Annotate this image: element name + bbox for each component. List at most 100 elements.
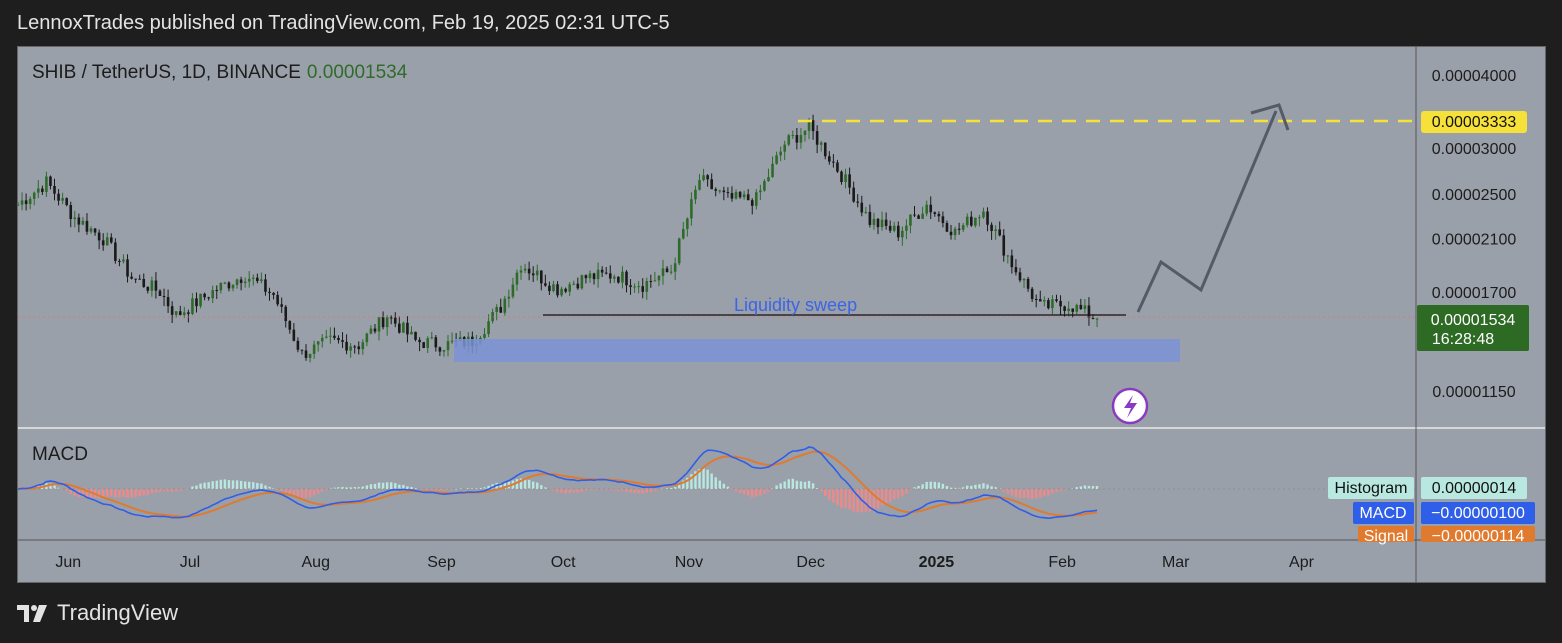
macd-histogram-bar bbox=[170, 489, 174, 492]
candle-body bbox=[540, 270, 543, 284]
candle-body bbox=[527, 268, 531, 274]
chart-area[interactable]: Liquidity sweep 0.00004000 0.00003000 0.00… bbox=[17, 46, 1546, 583]
macd-histogram-bar bbox=[231, 480, 235, 489]
macd-histogram-bar bbox=[763, 489, 766, 494]
candle-body bbox=[621, 271, 624, 283]
candle-body bbox=[925, 204, 928, 214]
macd-histogram-bar bbox=[483, 487, 486, 489]
macd-histogram-bar bbox=[901, 489, 904, 497]
macd-histogram-bar bbox=[613, 489, 616, 491]
candle-body bbox=[848, 174, 851, 188]
macd-histogram-bar bbox=[897, 489, 900, 499]
time-axis-tick-3: Sep bbox=[427, 554, 456, 571]
macd-histogram-bar bbox=[361, 486, 365, 489]
candle-body bbox=[544, 283, 547, 286]
candle-body bbox=[406, 322, 409, 335]
candle-body bbox=[1095, 318, 1099, 320]
candle-body bbox=[118, 260, 121, 262]
symbol-last-price: 0.00001534 bbox=[306, 62, 408, 83]
candle-body bbox=[795, 135, 799, 143]
candle-body bbox=[673, 263, 677, 272]
macd-histogram-bar bbox=[442, 489, 446, 491]
macd-histogram-bar bbox=[292, 489, 296, 497]
candle-body bbox=[329, 335, 332, 337]
candle-body bbox=[325, 336, 328, 338]
macd-legend-histogram: Histogram 0.00000014 bbox=[1328, 477, 1527, 499]
footer: TradingView bbox=[17, 600, 178, 626]
candle-body bbox=[763, 181, 766, 191]
macd-histogram-bar bbox=[556, 489, 559, 493]
candle-body bbox=[251, 277, 255, 279]
chart-canvas[interactable]: Liquidity sweep 0.000040000.000030000.00… bbox=[18, 47, 1546, 583]
macd-histogram-bar bbox=[799, 481, 803, 489]
macd-histogram-bar bbox=[57, 487, 60, 489]
target-price-tag: 0.00003333 bbox=[1421, 111, 1527, 133]
candle-body bbox=[357, 346, 361, 350]
macd-histogram-bar bbox=[710, 473, 713, 489]
candle-body bbox=[929, 204, 933, 213]
macd-histogram-bar bbox=[422, 489, 425, 491]
macd-histogram-bar bbox=[1002, 489, 1005, 492]
candle-body bbox=[178, 311, 182, 315]
candle-body bbox=[434, 337, 438, 348]
candle-body bbox=[187, 312, 190, 314]
candle-body bbox=[203, 293, 206, 298]
macd-histogram-bar bbox=[1075, 487, 1078, 489]
countdown-timer: 16:28:48 bbox=[1432, 331, 1494, 348]
candle-body bbox=[823, 142, 827, 157]
candle-body bbox=[560, 288, 563, 296]
candle-body bbox=[393, 317, 397, 324]
candle-body bbox=[957, 228, 961, 230]
macd-histogram-bar bbox=[146, 489, 150, 496]
symbol-title[interactable]: SHIB / TetherUS, 1D, BINANCE 0.00001534 bbox=[32, 62, 407, 84]
candle-body bbox=[799, 135, 803, 143]
candle-body bbox=[207, 297, 210, 299]
candle-body bbox=[1038, 299, 1042, 302]
candle-body bbox=[584, 275, 588, 279]
candle-body bbox=[458, 337, 462, 341]
candle-body bbox=[844, 174, 847, 183]
macd-histogram-bar bbox=[207, 482, 210, 489]
candle-body bbox=[633, 286, 636, 288]
candle-body bbox=[811, 120, 815, 132]
macd-histogram-bar bbox=[1091, 486, 1095, 489]
macd-histogram-bar bbox=[276, 489, 279, 490]
macd-histogram-bar bbox=[726, 486, 730, 489]
candle-body bbox=[1006, 255, 1010, 257]
candle-body bbox=[901, 230, 904, 238]
macd-histogram-bar bbox=[974, 484, 977, 489]
candle-body bbox=[990, 224, 993, 231]
candle-body bbox=[828, 156, 831, 162]
macd-indicator-title[interactable]: MACD bbox=[32, 444, 88, 465]
candle-body bbox=[247, 278, 251, 282]
macd-histogram-bar bbox=[106, 489, 109, 497]
macd-histogram-bar bbox=[637, 489, 640, 493]
macd-histogram-bar bbox=[576, 489, 580, 493]
macd-histogram-bar bbox=[325, 489, 328, 490]
candle-body bbox=[122, 259, 125, 262]
macd-histogram-bar bbox=[329, 488, 332, 489]
price-axis: 0.00004000 0.00003000 0.00002500 0.00002100… bbox=[1432, 68, 1517, 401]
candle-body bbox=[142, 278, 146, 287]
candle-body bbox=[856, 201, 860, 203]
macd-histogram-bar bbox=[913, 487, 916, 489]
candle-body bbox=[511, 284, 515, 297]
candle-body bbox=[596, 269, 600, 280]
macd-histogram-bar bbox=[252, 482, 255, 489]
macd-histogram-bar bbox=[864, 489, 868, 512]
candle-body bbox=[767, 177, 770, 182]
candle-body bbox=[864, 211, 868, 213]
lightning-icon[interactable] bbox=[1111, 387, 1149, 425]
candle-body bbox=[296, 340, 300, 350]
macd-histogram-bar bbox=[536, 482, 539, 489]
candle-body bbox=[917, 215, 920, 219]
macd-histogram-bar bbox=[795, 480, 799, 489]
candle-body bbox=[978, 217, 981, 219]
candle-body bbox=[162, 296, 166, 298]
candle-body bbox=[657, 275, 661, 281]
macd-histogram-bar bbox=[1035, 489, 1038, 499]
macd-histogram-bar bbox=[560, 489, 563, 493]
candle-body bbox=[174, 311, 178, 315]
candle-body bbox=[535, 270, 539, 276]
candle-body bbox=[961, 225, 965, 230]
